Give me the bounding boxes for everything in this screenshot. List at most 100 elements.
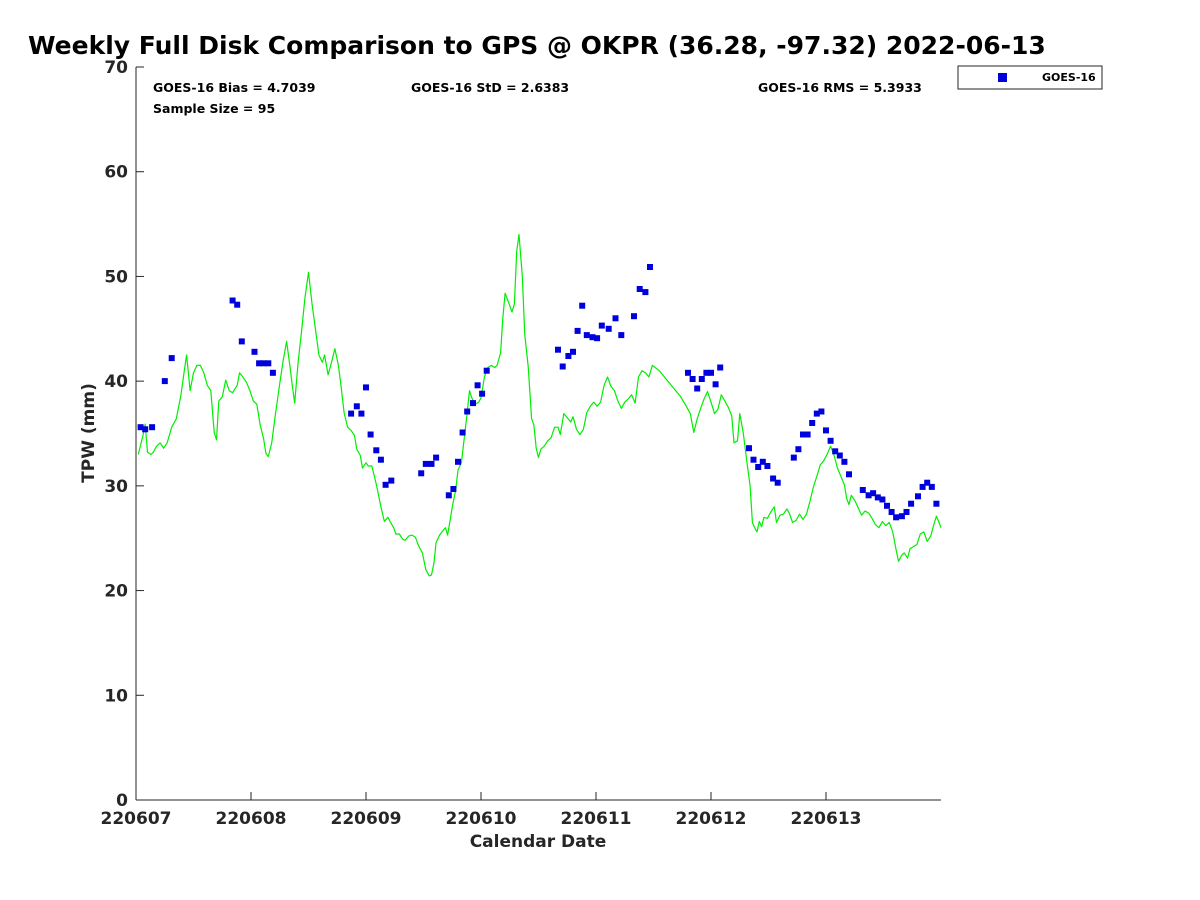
goes-16-point: [579, 302, 586, 309]
goes-16-point: [865, 492, 872, 499]
goes-16-point: [559, 363, 566, 370]
plot-area: [135, 67, 941, 801]
goes-16-point: [265, 360, 272, 367]
goes-16-point: [612, 315, 619, 322]
goes-16-point: [746, 445, 752, 452]
goes-16-point: [137, 424, 144, 431]
goes-16-point: [884, 502, 890, 509]
goes-16-point: [445, 492, 452, 499]
goes-16-point: [685, 369, 691, 376]
goes-16-point: [827, 437, 834, 444]
gps-series: [137, 233, 942, 577]
goes-16-point: [823, 427, 829, 434]
goes-16-point: [879, 496, 886, 503]
goes-16-point: [234, 301, 241, 308]
goes-16-point: [642, 289, 649, 296]
goes-16-point: [908, 500, 915, 507]
y-tick-label: 40: [104, 372, 128, 392]
y-tick-label: 70: [104, 58, 128, 78]
goes-16-point: [377, 456, 384, 463]
goes-16-point: [433, 454, 440, 461]
goes-16-point: [764, 463, 771, 469]
goes-16-point: [373, 447, 380, 454]
goes-16-point: [565, 353, 572, 359]
goes-16-point: [583, 332, 590, 339]
goes-16-point: [759, 458, 766, 465]
y-axis-label: TPW (mm): [79, 383, 99, 483]
goes-16-point: [382, 481, 389, 488]
goes-16-point: [470, 400, 476, 407]
goes-16-point: [903, 509, 910, 515]
x-ticks: 220607 220608 220609 220610 220611 220612 2206…: [101, 792, 862, 829]
goes-16-point: [142, 426, 149, 433]
goes-16-point: [363, 384, 369, 391]
goes-16-point: [919, 483, 926, 490]
x-tick-label: 220612: [676, 809, 747, 829]
goes-16-point: [574, 327, 581, 334]
goes-16-point: [800, 431, 806, 438]
goes-16-point: [924, 479, 931, 486]
goes-16-point: [418, 470, 425, 477]
x-tick-label: 220608: [216, 809, 287, 829]
y-tick-label: 10: [104, 686, 128, 706]
goes-16-point: [755, 464, 762, 470]
goes-16-point: [598, 322, 605, 329]
goes-16-point: [874, 494, 881, 501]
goes-16-point: [161, 378, 168, 385]
goes-16-point: [804, 431, 811, 438]
goes-16-point: [251, 348, 258, 355]
goes-16-point: [915, 493, 921, 500]
x-tick-label: 220609: [331, 809, 402, 829]
goes-16-point: [708, 369, 714, 376]
goes-16-point: [770, 475, 777, 482]
goes-16-point: [717, 364, 724, 371]
x-tick-label: 220607: [101, 809, 172, 829]
goes-16-point: [422, 460, 429, 467]
goes-16-point: [168, 355, 175, 362]
legend-marker-goes-16: [998, 73, 1007, 82]
goes-16-point: [353, 403, 360, 410]
goes-16-point: [149, 424, 156, 431]
y-ticks: 0 10 20 30 40 50 60 70: [104, 58, 144, 811]
goes-16-point: [459, 429, 466, 436]
goes-16-point: [832, 448, 839, 455]
goes-16-point: [809, 420, 816, 426]
goes-16-point: [928, 483, 935, 490]
legend-box: [957, 65, 1103, 90]
goes-16-point: [712, 381, 719, 388]
goes-16-point: [774, 479, 781, 486]
goes-16-point: [631, 313, 637, 320]
goes-16-point: [238, 338, 245, 345]
goes-16-point: [555, 346, 561, 353]
goes-16-point: [689, 376, 696, 382]
goes-16-point: [269, 369, 276, 376]
goes-16-point: [367, 431, 374, 438]
legend: GOES-16: [957, 65, 1103, 90]
goes-16-point: [483, 367, 490, 374]
x-tick-label: 220610: [446, 809, 517, 829]
std-stat: GOES-16 StD = 2.6383: [411, 80, 569, 95]
goes-16-point: [570, 348, 576, 355]
goes-16-point: [647, 264, 653, 270]
goes-16-point: [841, 458, 848, 465]
goes-16-point: [870, 490, 877, 497]
goes-16-point: [698, 376, 705, 382]
x-tick-label: 220611: [561, 809, 632, 829]
goes-16-point: [898, 513, 905, 520]
goes-16-point: [594, 335, 601, 342]
y-tick-label: 0: [116, 791, 128, 811]
y-tick-label: 60: [104, 163, 128, 183]
goes-16-point: [388, 477, 395, 484]
goes-16-point: [750, 456, 757, 463]
chart-title: Weekly Full Disk Comparison to GPS @ OKP…: [28, 31, 1046, 60]
goes-16-point: [636, 286, 643, 292]
legend-label-goes-16: GOES-16: [1042, 71, 1096, 84]
goes-16-point: [428, 460, 435, 467]
y-tick-label: 20: [104, 582, 128, 602]
x-tick-label: 220613: [791, 809, 862, 829]
goes-16-point: [790, 454, 797, 461]
goes-16-point: [260, 360, 267, 367]
goes-16-point: [694, 385, 701, 392]
goes-16-point: [348, 410, 355, 417]
goes-16-point: [474, 382, 481, 389]
